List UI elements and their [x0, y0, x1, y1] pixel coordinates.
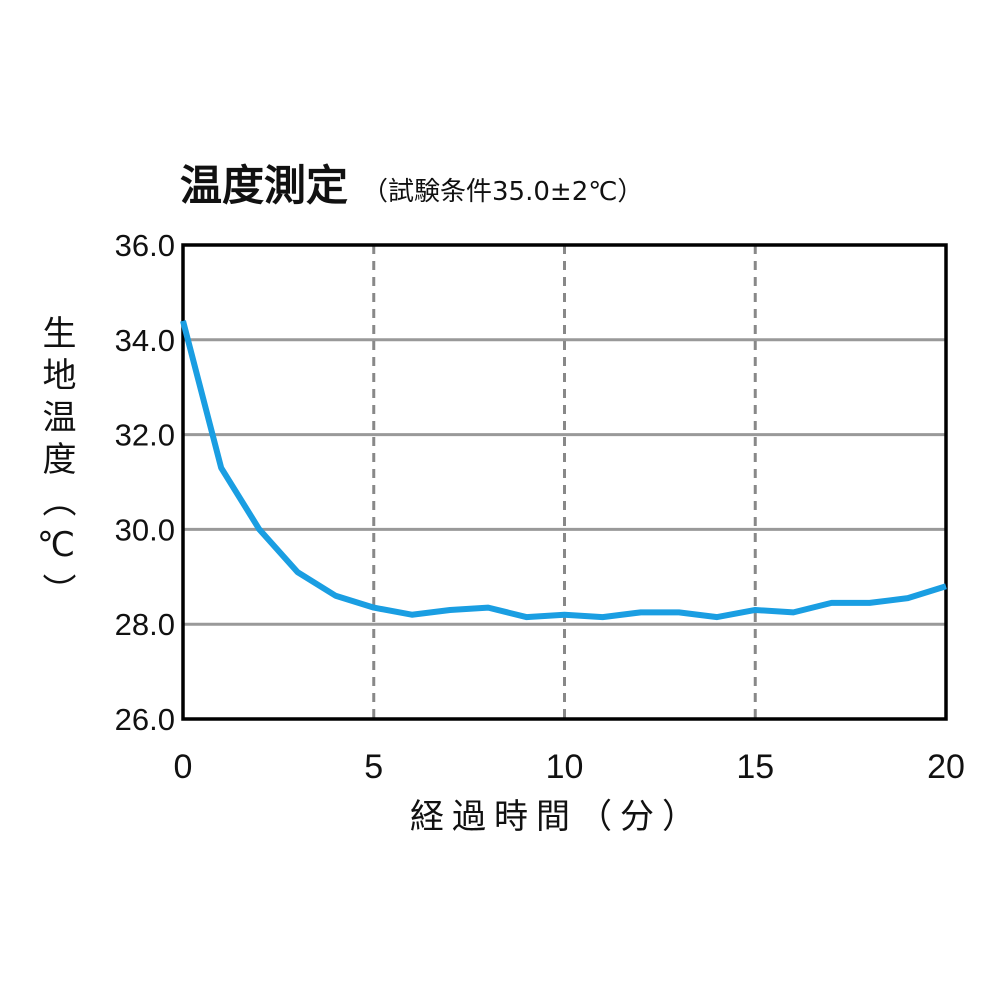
y-tick-label: 34.0	[115, 323, 175, 358]
y-tick-label: 32.0	[115, 418, 175, 453]
y-axis-label: 生地温度（℃）	[36, 315, 76, 615]
x-tick-label: 5	[364, 748, 383, 786]
y-tick-label: 30.0	[115, 512, 175, 547]
x-tick-label: 10	[546, 748, 584, 786]
y-tick-label: 26.0	[115, 702, 175, 737]
x-tick-label: 0	[174, 748, 193, 786]
chart-subtitle: （試験条件35.0±2℃）	[362, 177, 644, 207]
x-tick-label: 20	[927, 748, 965, 786]
y-tick-label: 36.0	[115, 228, 175, 263]
chart-title: 温度測定	[180, 161, 349, 210]
y-tick-label: 28.0	[115, 607, 175, 642]
x-axis-label: 経過時間（分）	[410, 797, 704, 837]
x-tick-label: 15	[736, 748, 774, 786]
title-row: 温度測定 （試験条件35.0±2℃）	[180, 160, 643, 212]
plot-frame	[181, 243, 948, 721]
